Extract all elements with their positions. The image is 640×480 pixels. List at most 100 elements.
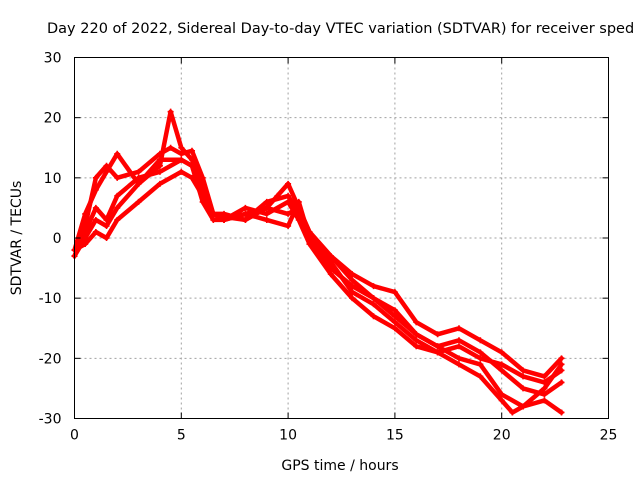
data-point xyxy=(558,361,565,368)
data-point xyxy=(156,180,163,187)
data-point xyxy=(477,361,484,368)
data-point xyxy=(167,144,174,151)
data-point xyxy=(178,150,185,157)
data-point xyxy=(178,144,185,151)
data-point xyxy=(92,174,99,181)
data-point xyxy=(413,337,420,344)
x-tick-label: 15 xyxy=(386,428,404,444)
data-point xyxy=(349,271,356,278)
data-point xyxy=(242,210,249,217)
data-point xyxy=(285,210,292,217)
data-point xyxy=(82,210,89,217)
data-point xyxy=(156,162,163,169)
data-point xyxy=(114,150,121,157)
data-point xyxy=(103,216,110,223)
data-point xyxy=(92,216,99,223)
data-point xyxy=(242,216,249,223)
series-layer xyxy=(71,108,565,416)
data-point xyxy=(135,168,142,175)
data-point xyxy=(477,373,484,380)
data-point xyxy=(509,409,516,416)
data-point xyxy=(285,192,292,199)
data-point xyxy=(349,277,356,284)
data-point xyxy=(391,319,398,326)
data-point xyxy=(391,307,398,314)
data-point xyxy=(349,283,356,290)
data-point xyxy=(541,391,548,398)
data-point xyxy=(558,409,565,416)
data-point xyxy=(455,361,462,368)
y-tick-label: -20 xyxy=(39,351,62,367)
data-point xyxy=(541,385,548,392)
y-tick-label: -10 xyxy=(39,291,62,307)
data-point xyxy=(327,253,334,260)
x-tick-label: 0 xyxy=(70,428,79,444)
data-point xyxy=(413,319,420,326)
grid xyxy=(74,57,609,419)
data-point xyxy=(221,216,228,223)
data-point xyxy=(188,147,195,154)
data-point xyxy=(167,108,174,115)
series-line xyxy=(72,169,564,415)
data-point xyxy=(188,162,195,169)
data-point xyxy=(558,379,565,386)
data-point xyxy=(520,367,527,374)
data-point xyxy=(114,192,121,199)
data-point xyxy=(306,228,313,235)
data-point xyxy=(558,355,565,362)
data-point xyxy=(82,241,89,248)
y-tick-label: 30 xyxy=(44,51,62,67)
chart-title: Day 220 of 2022, Sidereal Day-to-day VTE… xyxy=(47,21,634,37)
data-point xyxy=(135,198,142,205)
data-point xyxy=(210,210,217,217)
data-point xyxy=(455,343,462,350)
data-point xyxy=(541,397,548,404)
data-point xyxy=(188,156,195,163)
data-point xyxy=(114,174,121,181)
ticks: 0 5 10 15 20 25 -30 -20 -10 0 10 20 30 xyxy=(39,51,618,444)
y-tick-label: -30 xyxy=(39,412,62,428)
data-point xyxy=(434,349,441,356)
data-point xyxy=(413,343,420,350)
data-point xyxy=(135,180,142,187)
data-point xyxy=(413,331,420,338)
data-point xyxy=(135,174,142,181)
data-point xyxy=(370,283,377,290)
data-point xyxy=(434,331,441,338)
data-point xyxy=(242,204,249,211)
data-point xyxy=(455,337,462,344)
data-point xyxy=(285,222,292,229)
y-tick-label: 0 xyxy=(53,231,62,247)
data-point xyxy=(349,289,356,296)
data-point xyxy=(221,210,228,217)
data-point xyxy=(520,385,527,392)
data-point xyxy=(295,198,302,205)
data-point xyxy=(103,235,110,241)
data-point xyxy=(199,192,206,199)
data-point xyxy=(92,204,99,211)
data-point xyxy=(114,216,121,223)
data-point xyxy=(541,373,548,380)
data-point xyxy=(498,361,505,368)
data-point xyxy=(306,241,313,248)
data-point xyxy=(285,180,292,187)
data-point xyxy=(498,397,505,404)
data-point xyxy=(114,204,121,211)
data-point xyxy=(498,391,505,398)
y-tick-label: 20 xyxy=(44,111,62,127)
data-point xyxy=(498,349,505,356)
data-point xyxy=(391,289,398,296)
data-point xyxy=(178,168,185,175)
data-point xyxy=(263,198,270,205)
data-point xyxy=(455,325,462,332)
data-point xyxy=(295,210,302,217)
data-point xyxy=(263,204,270,211)
data-point xyxy=(498,367,505,374)
data-point xyxy=(92,186,99,193)
data-point xyxy=(391,325,398,332)
y-tick-label: 10 xyxy=(44,171,62,187)
data-point xyxy=(370,313,377,320)
data-point xyxy=(391,313,398,320)
data-point xyxy=(103,168,110,175)
